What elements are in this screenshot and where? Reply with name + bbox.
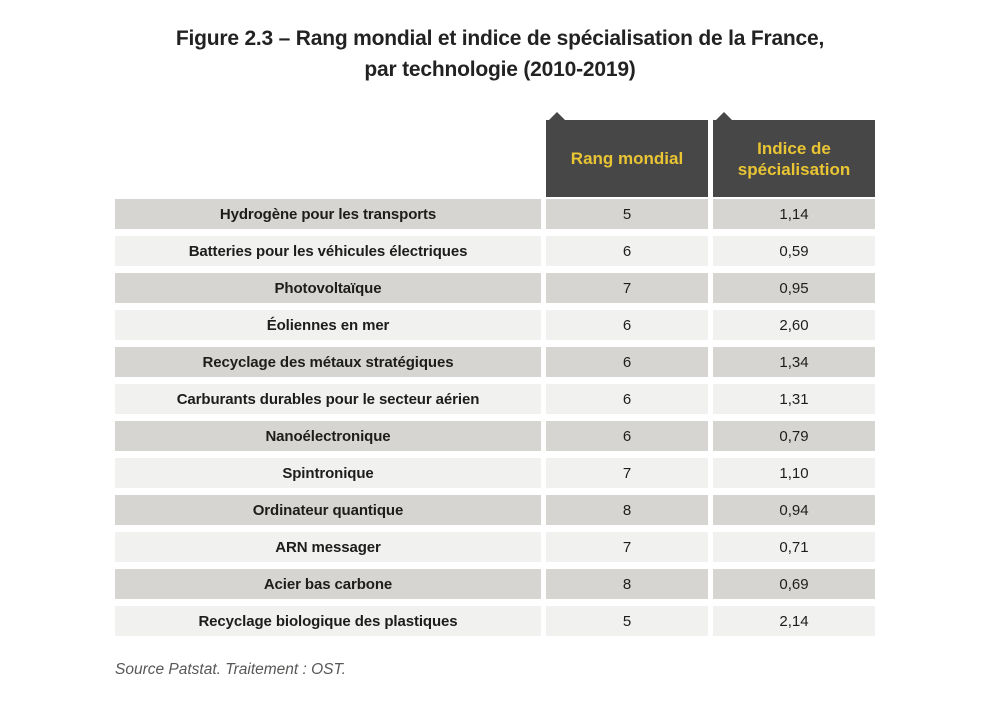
- rank-value: 5: [546, 606, 708, 636]
- rank-value: 8: [546, 569, 708, 599]
- column-header-indice-line1: Indice de: [757, 138, 831, 158]
- rank-value: 6: [546, 347, 708, 377]
- index-value: 0,59: [713, 236, 875, 266]
- column-header-indice-line2: spécialisation: [737, 159, 851, 179]
- technology-label: Spintronique: [115, 458, 541, 488]
- technology-label: Photovoltaïque: [115, 273, 541, 303]
- table-row: Éoliennes en mer 6 2,60: [115, 310, 875, 340]
- header-pointer-icon: [549, 112, 565, 120]
- figure-title-line2: par technologie (2010-2019): [364, 58, 636, 81]
- source-note: Source Patstat. Traitement : OST.: [115, 661, 346, 678]
- table-row: Spintronique 7 1,10: [115, 458, 875, 488]
- rank-value: 5: [546, 199, 708, 229]
- technology-label: Recyclage des métaux stratégiques: [115, 347, 541, 377]
- column-header-rang-mondial-label: Rang mondial: [570, 149, 684, 168]
- technology-label: Hydrogène pour les transports: [115, 199, 541, 229]
- technology-label: Carburants durables pour le secteur aéri…: [115, 384, 541, 414]
- table-row: Nanoélectronique 6 0,79: [115, 421, 875, 451]
- table-row: Recyclage biologique des plastiques 5 2,…: [115, 606, 875, 636]
- rank-value: 6: [546, 421, 708, 451]
- table-row: Carburants durables pour le secteur aéri…: [115, 384, 875, 414]
- table-row: Photovoltaïque 7 0,95: [115, 273, 875, 303]
- column-header-indice-specialisation: Indice de spécialisation: [713, 112, 875, 197]
- index-value: 1,34: [713, 347, 875, 377]
- index-value: 0,95: [713, 273, 875, 303]
- table-row: Hydrogène pour les transports 5 1,14: [115, 199, 875, 229]
- index-value: 2,14: [713, 606, 875, 636]
- table-row: Batteries pour les véhicules électriques…: [115, 236, 875, 266]
- index-value: 1,14: [713, 199, 875, 229]
- header-pointer-icon: [716, 112, 732, 120]
- table-row: Recyclage des métaux stratégiques 6 1,34: [115, 347, 875, 377]
- index-value: 0,94: [713, 495, 875, 525]
- data-table: Hydrogène pour les transports 5 1,14 Bat…: [115, 199, 875, 643]
- index-value: 0,71: [713, 532, 875, 562]
- index-value: 1,31: [713, 384, 875, 414]
- technology-label: Batteries pour les véhicules électriques: [115, 236, 541, 266]
- technology-label: Recyclage biologique des plastiques: [115, 606, 541, 636]
- index-value: 0,69: [713, 569, 875, 599]
- table-row: Ordinateur quantique 8 0,94: [115, 495, 875, 525]
- technology-label: Éoliennes en mer: [115, 310, 541, 340]
- index-value: 2,60: [713, 310, 875, 340]
- figure-title-line1: Figure 2.3 – Rang mondial et indice de s…: [175, 27, 825, 50]
- rank-value: 6: [546, 236, 708, 266]
- rank-value: 6: [546, 384, 708, 414]
- rank-value: 7: [546, 458, 708, 488]
- rank-value: 8: [546, 495, 708, 525]
- rank-value: 7: [546, 532, 708, 562]
- figure-title: Figure 2.3 – Rang mondial et indice de s…: [0, 23, 1000, 85]
- technology-label: Acier bas carbone: [115, 569, 541, 599]
- technology-label: ARN messager: [115, 532, 541, 562]
- rank-value: 6: [546, 310, 708, 340]
- rank-value: 7: [546, 273, 708, 303]
- index-value: 0,79: [713, 421, 875, 451]
- table-row: ARN messager 7 0,71: [115, 532, 875, 562]
- column-header-rang-mondial: Rang mondial: [546, 112, 708, 197]
- index-value: 1,10: [713, 458, 875, 488]
- technology-label: Ordinateur quantique: [115, 495, 541, 525]
- technology-label: Nanoélectronique: [115, 421, 541, 451]
- table-row: Acier bas carbone 8 0,69: [115, 569, 875, 599]
